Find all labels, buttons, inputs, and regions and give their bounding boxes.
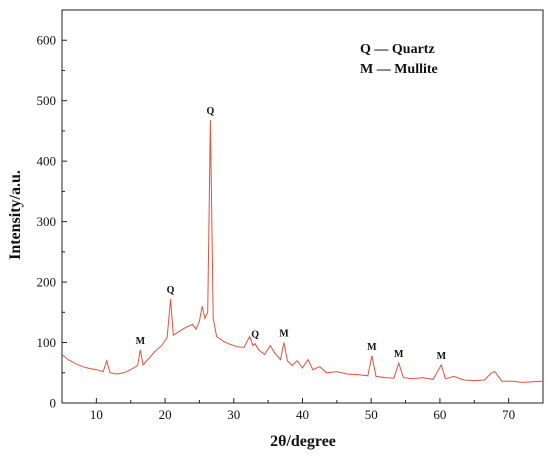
x-tick-label: 60 (433, 407, 446, 422)
peak-label-m: M (136, 336, 146, 347)
x-tick-label: 70 (502, 407, 515, 422)
peak-label-m: M (367, 342, 377, 353)
x-tick-label: 20 (159, 407, 172, 422)
plot-frame (61, 9, 544, 404)
peak-label-m: M (437, 351, 447, 362)
peak-label-m: M (279, 329, 289, 340)
peak-annotations: M Q Q Q M M M M (136, 106, 447, 362)
peak-label-q: Q (251, 330, 259, 341)
x-tick-label: 50 (365, 407, 378, 422)
x-axis: 10 20 30 40 50 60 70 (61, 398, 544, 422)
legend-entry-quartz: Q — Quartz (360, 42, 435, 57)
y-tick-label: 100 (37, 335, 57, 350)
peak-label-m: M (394, 349, 404, 360)
y-axis-title: Intensity/a.u. (7, 170, 24, 260)
y-tick-label: 300 (37, 214, 57, 229)
y-tick-label: 600 (37, 33, 57, 48)
y-tick-label: 500 (37, 93, 57, 108)
x-tick-label: 10 (90, 407, 103, 422)
peak-label-q: Q (207, 106, 215, 117)
y-tick-label: 0 (50, 396, 57, 411)
y-tick-label: 400 (37, 154, 57, 169)
x-tick-label: 30 (227, 407, 240, 422)
x-axis-title: 2θ/degree (270, 433, 336, 450)
legend: Q — Quartz M — Mullite (360, 42, 438, 77)
peak-label-q: Q (167, 285, 175, 296)
series-line (61, 119, 544, 383)
legend-entry-mullite: M — Mullite (360, 62, 438, 77)
y-tick-label: 200 (37, 275, 57, 290)
y-axis: 0 100 200 300 400 500 600 (37, 9, 67, 411)
plot-border (61, 9, 544, 404)
x-tick-label: 40 (296, 407, 309, 422)
